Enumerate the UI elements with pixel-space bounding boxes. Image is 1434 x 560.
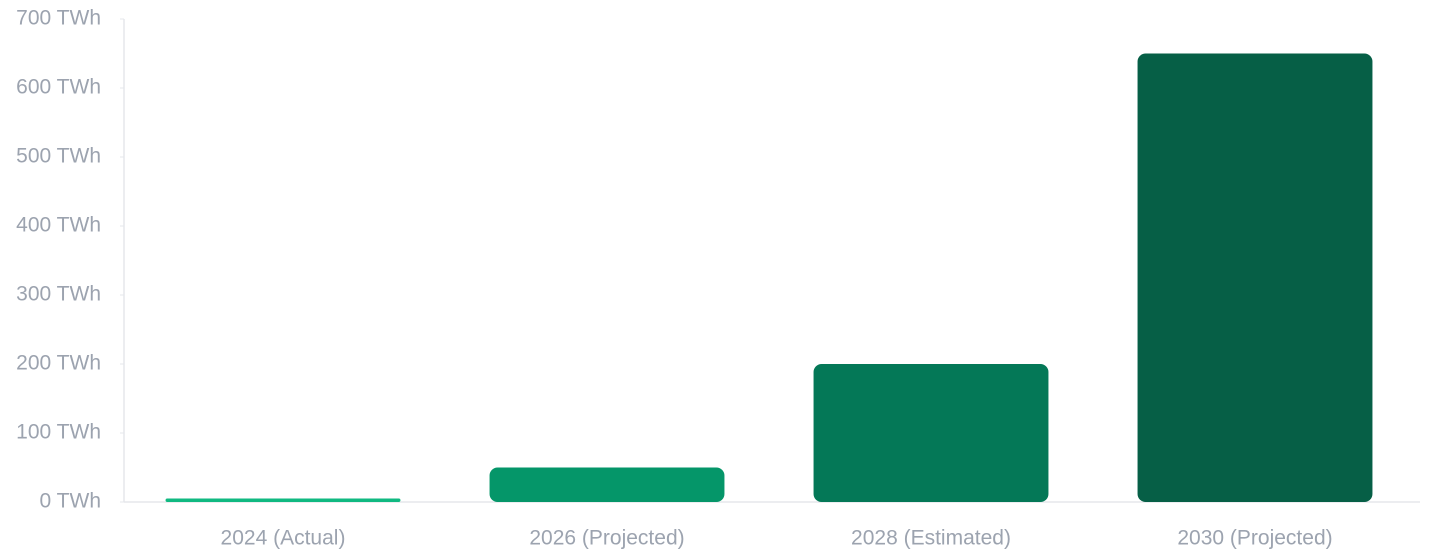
bar	[1137, 53, 1373, 502]
bar	[165, 498, 401, 502]
x-tick-label: 2030 (Projected)	[1177, 527, 1332, 550]
x-tick-label: 2028 (Estimated)	[851, 527, 1011, 550]
y-tick-label: 600 TWh	[16, 76, 101, 99]
y-tick-label: 300 TWh	[16, 283, 101, 306]
y-tick-label: 100 TWh	[16, 421, 101, 444]
x-tick-label: 2026 (Projected)	[529, 527, 684, 550]
x-tick-label: 2024 (Actual)	[221, 527, 346, 550]
bar	[813, 364, 1049, 502]
y-tick-label: 200 TWh	[16, 352, 101, 375]
bar	[489, 467, 725, 502]
y-tick-label: 400 TWh	[16, 214, 101, 237]
y-tick-label: 500 TWh	[16, 145, 101, 168]
y-tick-label: 700 TWh	[16, 7, 101, 30]
y-tick-label: 0 TWh	[40, 490, 101, 513]
